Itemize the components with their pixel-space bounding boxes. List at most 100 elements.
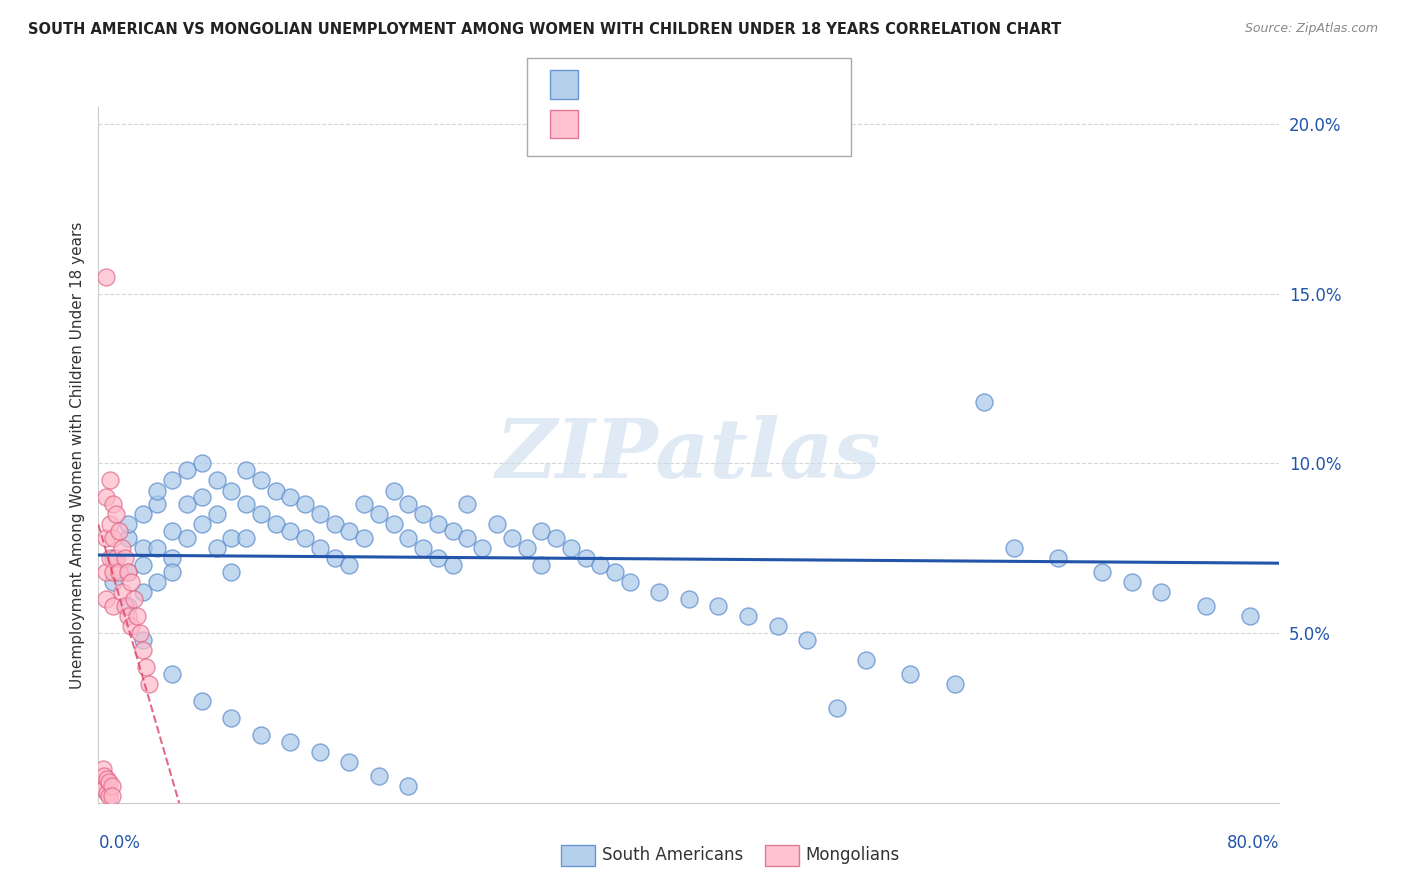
Point	[427, 551, 450, 566]
Point	[91, 762, 114, 776]
Point	[111, 585, 134, 599]
Point	[605, 565, 627, 579]
Point	[103, 599, 125, 613]
Point	[108, 565, 131, 579]
Point	[103, 531, 125, 545]
Point	[146, 497, 169, 511]
Point	[589, 558, 612, 573]
Point	[796, 632, 818, 647]
Point	[98, 474, 121, 488]
Text: R = -0.025  N = 102: R = -0.025 N = 102	[588, 76, 756, 94]
Point	[120, 619, 142, 633]
Point	[94, 592, 117, 607]
Point	[337, 524, 360, 539]
Text: R = -0.074  N = 40: R = -0.074 N = 40	[588, 115, 745, 133]
Point	[619, 575, 641, 590]
Point	[94, 269, 117, 284]
Point	[900, 666, 922, 681]
Point	[105, 508, 128, 522]
Point	[103, 575, 125, 590]
Point	[132, 508, 155, 522]
Point	[309, 541, 332, 556]
Point	[1091, 565, 1114, 579]
Point	[100, 789, 122, 803]
Point	[191, 517, 214, 532]
Point	[191, 457, 214, 471]
Point	[1046, 551, 1069, 566]
Point	[125, 609, 148, 624]
Point	[396, 497, 419, 511]
Point	[456, 531, 478, 545]
Point	[191, 491, 214, 505]
Point	[128, 626, 150, 640]
Point	[530, 524, 553, 539]
Point	[264, 517, 287, 532]
Point	[1195, 599, 1218, 613]
Point	[368, 508, 391, 522]
Point	[205, 541, 228, 556]
Point	[98, 551, 121, 566]
Point	[441, 558, 464, 573]
Point	[973, 395, 995, 409]
Point	[97, 789, 120, 803]
Point	[294, 497, 316, 511]
Point	[1121, 575, 1143, 590]
Point	[94, 491, 117, 505]
Point	[1239, 609, 1261, 624]
Point	[278, 735, 302, 749]
Point	[235, 497, 257, 511]
Point	[94, 531, 117, 545]
Point	[294, 531, 316, 545]
Point	[766, 619, 789, 633]
Point	[93, 769, 115, 783]
Point	[544, 531, 567, 545]
Point	[132, 585, 155, 599]
Point	[96, 786, 118, 800]
Point	[117, 565, 139, 579]
Text: Source: ZipAtlas.com: Source: ZipAtlas.com	[1244, 22, 1378, 36]
Point	[205, 474, 228, 488]
Point	[737, 609, 759, 624]
Point	[176, 497, 198, 511]
Point	[825, 700, 848, 714]
Point	[120, 575, 142, 590]
Point	[138, 677, 160, 691]
Point	[205, 508, 228, 522]
Point	[309, 508, 332, 522]
Text: ZIPatlas: ZIPatlas	[496, 415, 882, 495]
Point	[278, 524, 302, 539]
Point	[353, 497, 375, 511]
Point	[103, 565, 125, 579]
Point	[96, 772, 118, 786]
Point	[515, 541, 537, 556]
Point	[309, 745, 332, 759]
Point	[219, 531, 242, 545]
Point	[250, 474, 273, 488]
Point	[235, 531, 257, 545]
Point	[135, 660, 157, 674]
Point	[191, 694, 214, 708]
Text: 80.0%: 80.0%	[1227, 834, 1279, 852]
Point	[117, 517, 139, 532]
Point	[176, 463, 198, 477]
Point	[530, 558, 553, 573]
Point	[162, 551, 183, 566]
Point	[412, 508, 434, 522]
Point	[396, 531, 419, 545]
Point	[486, 517, 509, 532]
Point	[560, 541, 582, 556]
Point	[250, 508, 273, 522]
Point	[114, 599, 136, 613]
Point	[117, 609, 139, 624]
Point	[456, 497, 478, 511]
Point	[219, 483, 242, 498]
Point	[427, 517, 450, 532]
Point	[132, 632, 155, 647]
Text: SOUTH AMERICAN VS MONGOLIAN UNEMPLOYMENT AMONG WOMEN WITH CHILDREN UNDER 18 YEAR: SOUTH AMERICAN VS MONGOLIAN UNEMPLOYMENT…	[28, 22, 1062, 37]
Point	[943, 677, 966, 691]
Point	[323, 551, 346, 566]
Point	[574, 551, 596, 566]
Point	[250, 728, 273, 742]
Point	[235, 463, 257, 477]
Point	[108, 524, 131, 539]
